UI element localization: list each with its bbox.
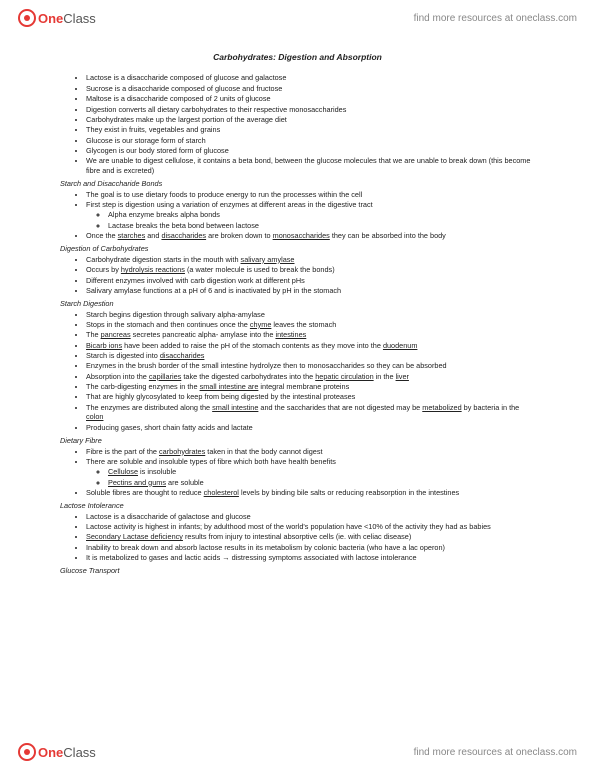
list-item: Starch begins digestion through salivary… xyxy=(86,310,535,320)
list-item: The enzymes are distributed along the sm… xyxy=(86,403,535,423)
list-item: Sucrose is a disaccharide composed of gl… xyxy=(86,84,535,94)
list-item: First step is digestion using a variatio… xyxy=(86,200,535,231)
list-item: The carb-digesting enzymes in the small … xyxy=(86,382,535,392)
list-item: Maltose is a disaccharide composed of 2 … xyxy=(86,94,535,104)
brand-name: OneClass xyxy=(38,11,96,26)
list-item: Producing gases, short chain fatty acids… xyxy=(86,423,535,433)
list-item: That are highly glycosylated to keep fro… xyxy=(86,392,535,402)
list-item: Secondary Lactase deficiency results fro… xyxy=(86,532,535,542)
bullet-list: Lactose is a disaccharide composed of gl… xyxy=(60,73,535,175)
list-item: There are soluble and insoluble types of… xyxy=(86,457,535,488)
list-item: Absorption into the capillaries take the… xyxy=(86,372,535,382)
list-item: The goal is to use dietary foods to prod… xyxy=(86,190,535,200)
list-item: Alpha enzyme breaks alpha bonds xyxy=(108,210,535,220)
section-heading: Starch Digestion xyxy=(60,299,535,309)
list-item: Different enzymes involved with carb dig… xyxy=(86,276,535,286)
list-item: Once the starches and disaccharides are … xyxy=(86,231,535,241)
bullet-list: Carbohydrate digestion starts in the mou… xyxy=(60,255,535,296)
list-item: Soluble fibres are thought to reduce cho… xyxy=(86,488,535,498)
sub-list: Cellulose is insolublePectins and gums a… xyxy=(86,467,535,487)
section-heading: Lactose Intolerance xyxy=(60,501,535,511)
list-item: The pancreas secretes pancreatic alpha- … xyxy=(86,330,535,340)
list-item: Salivary amylase functions at a pH of 6 … xyxy=(86,286,535,296)
document-body: Carbohydrates: Digestion and Absorption … xyxy=(0,36,595,576)
list-item: Lactose activity is highest in infants; … xyxy=(86,522,535,532)
header-resources-link[interactable]: find more resources at oneclass.com xyxy=(414,13,577,24)
brand-logo: OneClass xyxy=(18,9,96,27)
list-item: Lactose is a disaccharide composed of gl… xyxy=(86,73,535,83)
document-title: Carbohydrates: Digestion and Absorption xyxy=(60,52,535,63)
list-item: Glycogen is our body stored form of gluc… xyxy=(86,146,535,156)
bullet-list: Starch begins digestion through salivary… xyxy=(60,310,535,433)
brand-icon xyxy=(18,743,36,761)
list-item: Fibre is the part of the carbohydrates t… xyxy=(86,447,535,457)
page-footer: OneClass find more resources at oneclass… xyxy=(0,734,595,770)
list-item: Lactase breaks the beta bond between lac… xyxy=(108,221,535,231)
list-item: Carbohydrate digestion starts in the mou… xyxy=(86,255,535,265)
bullet-list: The goal is to use dietary foods to prod… xyxy=(60,190,535,241)
list-item: Cellulose is insoluble xyxy=(108,467,535,477)
list-item: We are unable to digest cellulose, it co… xyxy=(86,156,535,176)
list-item: Pectins and gums are soluble xyxy=(108,478,535,488)
list-item: Inability to break down and absorb lacto… xyxy=(86,543,535,553)
list-item: Bicarb ions have been added to raise the… xyxy=(86,341,535,351)
section-heading: Starch and Disaccharide Bonds xyxy=(60,179,535,189)
list-item: Carbohydrates make up the largest portio… xyxy=(86,115,535,125)
section-heading: Glucose Transport xyxy=(60,566,535,576)
list-item: Enzymes in the brush border of the small… xyxy=(86,361,535,371)
bullet-list: Fibre is the part of the carbohydrates t… xyxy=(60,447,535,498)
list-item: Glucose is our storage form of starch xyxy=(86,136,535,146)
brand-icon xyxy=(18,9,36,27)
section-heading: Digestion of Carbohydrates xyxy=(60,244,535,254)
list-item: Starch is digested into disaccharides xyxy=(86,351,535,361)
list-item: Stops in the stomach and then continues … xyxy=(86,320,535,330)
sub-list: Alpha enzyme breaks alpha bondsLactase b… xyxy=(86,210,535,230)
list-item: It is metabolized to gases and lactic ac… xyxy=(86,553,535,563)
footer-resources-link[interactable]: find more resources at oneclass.com xyxy=(414,747,577,758)
bullet-list: Lactose is a disaccharide of galactose a… xyxy=(60,512,535,563)
list-item: They exist in fruits, vegetables and gra… xyxy=(86,125,535,135)
section-heading: Dietary Fibre xyxy=(60,436,535,446)
list-item: Digestion converts all dietary carbohydr… xyxy=(86,105,535,115)
list-item: Lactose is a disaccharide of galactose a… xyxy=(86,512,535,522)
brand-name-footer: OneClass xyxy=(38,745,96,760)
list-item: Occurs by hydrolysis reactions (a water … xyxy=(86,265,535,275)
brand-logo-footer: OneClass xyxy=(18,743,96,761)
page-header: OneClass find more resources at oneclass… xyxy=(0,0,595,36)
